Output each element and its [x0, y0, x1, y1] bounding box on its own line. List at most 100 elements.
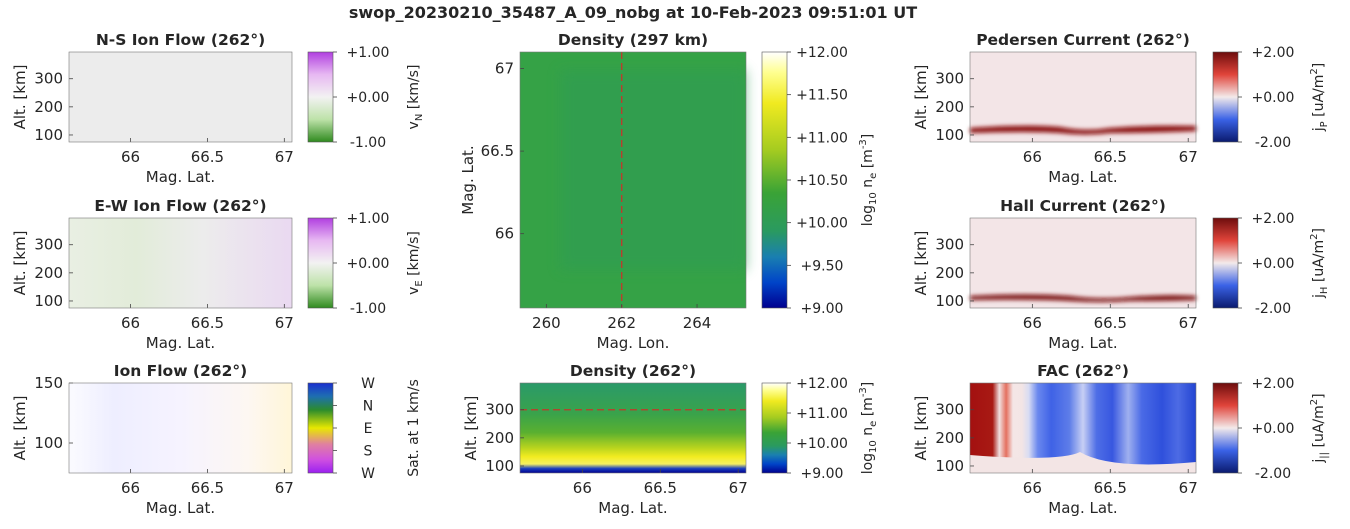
p3-cb-tick-label: +11.00 [796, 130, 848, 146]
hall-band [970, 294, 1196, 302]
density-alt-field [520, 383, 746, 473]
cb-dens-map [761, 51, 788, 309]
figure-title: swop_20230210_35487_A_09_nobg at 10-Feb-… [349, 3, 917, 22]
p3-ytick-label: 66 [495, 225, 514, 243]
cb-ped [1212, 51, 1239, 143]
p4-cb-tick-label: +12.00 [796, 376, 848, 392]
p4-ytick-label: 100 [485, 457, 514, 475]
p3-xtick-label: 262 [607, 314, 636, 332]
p2-frame [68, 382, 293, 474]
p1-ytick-label: 100 [34, 292, 63, 310]
p5-xlabel: Mag. Lat. [1048, 168, 1117, 186]
p3-title: Density (297 km) [558, 31, 708, 49]
p2-xtick-label: 66.5 [191, 479, 224, 497]
p5-title: Pedersen Current (262°) [976, 31, 1190, 49]
p4-xtick-label: 66 [573, 479, 592, 497]
p3-xlabel: Mag. Lon. [597, 334, 670, 352]
p3-xtick-label: 264 [683, 314, 712, 332]
p7-ylabel: Alt. [km] [912, 396, 930, 461]
p4-frame [519, 382, 747, 474]
p2-cb-tick-label: S [364, 444, 373, 460]
p2-title: Ion Flow (262°) [114, 362, 247, 380]
p0-xtick-label: 66 [121, 148, 140, 166]
p1-ylabel: Alt. [km] [11, 231, 29, 296]
p1-cb-tick-label: -1.00 [350, 301, 386, 317]
cb-dir [307, 382, 334, 474]
p2-xtick-label: 67 [275, 479, 294, 497]
p0-cb-tick-label: +1.00 [347, 45, 390, 61]
p5-cb-tick-label: +2.00 [1252, 45, 1295, 61]
p5-cb-label: jP [uA/m2] [1309, 63, 1330, 132]
p2-cb-tick-label: E [364, 421, 373, 437]
p7-frame [969, 382, 1197, 474]
p6-ytick-label: 300 [935, 236, 964, 254]
p0-ytick-label: 300 [34, 70, 63, 88]
fac-bottom [970, 452, 1196, 473]
p0-title: N-S Ion Flow (262°) [96, 31, 265, 49]
p3-cb-tick-label: +9.50 [801, 258, 844, 274]
p2-cb-tick-label: W [361, 466, 375, 482]
p0-xtick-label: 66.5 [191, 148, 224, 166]
p6-xlabel: Mag. Lat. [1048, 334, 1117, 352]
p2-ytick-label: 100 [34, 434, 63, 452]
p4-cb-tick-label: +9.00 [801, 466, 844, 482]
p1-ytick-label: 200 [34, 264, 63, 282]
p3-cb-label: log10 ne [m-3] [858, 134, 879, 227]
p5-cb-tick-label: +0.00 [1252, 90, 1295, 106]
ns-ion-flow-field [69, 52, 292, 142]
p3-cb-tick-label: +11.50 [796, 88, 848, 104]
p4-ytick-label: 200 [485, 429, 514, 447]
p1-cb-tick-label: +1.00 [347, 211, 390, 227]
p1-title: E-W Ion Flow (262°) [94, 197, 266, 215]
p7-ytick-label: 200 [935, 429, 964, 447]
p4-ylabel: Alt. [km] [462, 396, 480, 461]
colorbars [307, 51, 1239, 474]
p1-cb-tick-label: +0.00 [347, 256, 390, 272]
p5-xtick-label: 66.5 [1094, 148, 1127, 166]
p7-cb-tick-label: -2.00 [1255, 466, 1291, 482]
panel-fills [69, 52, 1196, 473]
p0-cb-tick-label: -1.00 [350, 135, 386, 151]
p4-cb-tick-label: +10.00 [796, 436, 848, 452]
p6-xtick-label: 66 [1023, 314, 1042, 332]
p6-cb-tick-label: +0.00 [1252, 256, 1295, 272]
p1-cb-label: vE [km/s] [406, 231, 425, 295]
p1-xlabel: Mag. Lat. [146, 334, 215, 352]
cb-ns [307, 51, 334, 143]
p2-cb-tick-label: N [363, 399, 373, 415]
p3-ytick-label: 66.5 [481, 142, 514, 160]
p3-ylabel: Mag. Lat. [459, 145, 477, 214]
cb-hall [1212, 217, 1239, 309]
p5-ytick-label: 300 [935, 70, 964, 88]
p6-ylabel: Alt. [km] [912, 231, 930, 296]
p4-xtick-label: 67 [729, 479, 748, 497]
p6-cb-label: jH [uA/m2] [1309, 228, 1330, 299]
p4-cb-tick-label: +11.00 [796, 406, 848, 422]
p5-cb-tick-label: -2.00 [1255, 135, 1291, 151]
p3-cb-tick-label: +10.50 [796, 173, 848, 189]
p0-ytick-label: 100 [34, 126, 63, 144]
p7-title: FAC (262°) [1037, 362, 1129, 380]
p7-xtick-label: 67 [1179, 479, 1198, 497]
cb-fac [1212, 382, 1239, 474]
p6-xtick-label: 66.5 [1094, 314, 1127, 332]
p4-cb-label: log10 ne [m-3] [858, 382, 879, 475]
p6-cb-tick-label: -2.00 [1255, 301, 1291, 317]
p3-cb-tick-label: +12.00 [796, 45, 848, 61]
p7-cb-label: j|| [uA/m2] [1309, 393, 1330, 463]
p6-title: Hall Current (262°) [1000, 197, 1166, 215]
p4-title: Density (262°) [570, 362, 696, 380]
cb-ew [307, 217, 334, 309]
p6-ytick-label: 100 [935, 292, 964, 310]
p5-ylabel: Alt. [km] [912, 65, 930, 130]
ion-flow-field [69, 383, 292, 473]
p7-ytick-label: 300 [935, 401, 964, 419]
p1-frame [68, 217, 293, 309]
p2-ylabel: Alt. [km] [11, 396, 29, 461]
cb-dens-alt [761, 382, 788, 474]
p5-ytick-label: 100 [935, 126, 964, 144]
p7-ytick-label: 100 [935, 457, 964, 475]
p2-xlabel: Mag. Lat. [146, 499, 215, 517]
p7-xtick-label: 66 [1023, 479, 1042, 497]
p6-frame [969, 217, 1197, 309]
